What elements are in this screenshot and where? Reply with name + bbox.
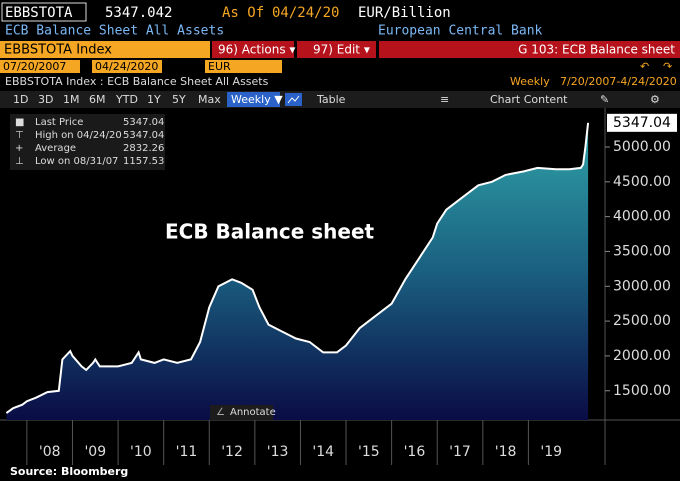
last-price-label: 5347.04 xyxy=(613,115,671,131)
period-button[interactable]: YTD xyxy=(115,93,138,106)
period-button[interactable]: 3D xyxy=(38,93,53,106)
redo-icon[interactable]: ↷ xyxy=(663,60,672,73)
ticker-box xyxy=(1,2,87,22)
y-tick-label: 4500.00 xyxy=(613,174,671,190)
legend-symbol: ⊥ xyxy=(15,156,24,167)
y-tick-label: 3000.00 xyxy=(613,278,671,294)
period-button[interactable]: Max xyxy=(198,93,221,106)
description: ECB Balance Sheet All Assets xyxy=(5,24,224,39)
legend-symbol: + xyxy=(15,143,23,154)
y-tick-label: 3500.00 xyxy=(613,243,671,259)
annotate-icon: ∠ xyxy=(216,407,225,418)
as-of-date: 04/24/20 xyxy=(272,5,339,21)
currency: EUR xyxy=(208,60,231,73)
x-tick-label: '11 xyxy=(176,444,198,460)
x-tick-label: '18 xyxy=(495,444,517,460)
chart-content[interactable]: Chart Content xyxy=(490,93,568,106)
edit-icon[interactable]: ✎ xyxy=(600,93,609,106)
edit-button[interactable] xyxy=(297,41,376,58)
x-tick-label: '19 xyxy=(540,444,562,460)
start: 07/20/2007 xyxy=(3,60,66,73)
period-button[interactable]: 1M xyxy=(63,93,80,106)
frequency-button[interactable] xyxy=(227,92,280,107)
source-name: European Central Bank xyxy=(378,24,543,39)
function: G 103: ECB Balance sheet xyxy=(518,43,675,57)
security-box[interactable] xyxy=(0,41,210,58)
legend-symbol: ■ xyxy=(15,117,24,128)
legend-name: Low on 08/31/07 xyxy=(35,156,118,167)
frequency-select: Weekly ▼ xyxy=(231,93,283,106)
undo-icon[interactable]: ↶ xyxy=(640,60,649,73)
x-tick-label: '16 xyxy=(404,444,426,460)
legend-name: High on 04/24/20 xyxy=(35,130,122,141)
function-bar xyxy=(379,41,680,58)
area-line xyxy=(5,122,590,414)
as-of: As Of xyxy=(222,5,264,21)
period-button[interactable]: 6M xyxy=(89,93,106,106)
x-tick-label: '12 xyxy=(221,444,243,460)
x-tick-label: '13 xyxy=(267,444,289,460)
end-input[interactable] xyxy=(92,60,162,73)
y-tick-label: 2500.00 xyxy=(613,313,671,329)
source: Source: Bloomberg xyxy=(10,465,128,478)
legend-value: 2832.26 xyxy=(123,143,164,154)
legend-box xyxy=(10,114,165,170)
legend-value: 5347.04 xyxy=(123,117,164,128)
end: 04/24/2020 xyxy=(95,60,158,73)
legend-value: 5347.04 xyxy=(123,130,164,141)
x-tick-label: '17 xyxy=(449,444,471,460)
actions: 96) Actions ▾ xyxy=(218,43,295,57)
period-button[interactable]: 1D xyxy=(13,93,28,106)
y-tick-label: 2000.00 xyxy=(613,348,671,364)
price: 5347.042 xyxy=(105,5,172,21)
y-tick-label: 4000.00 xyxy=(613,209,671,225)
info-title: EBBSTOTA Index : ECB Balance Sheet All A… xyxy=(5,75,269,88)
actions-button[interactable] xyxy=(212,41,294,58)
chart-icon-line xyxy=(287,95,300,104)
currency-input[interactable] xyxy=(205,60,282,73)
legend-name: Last Price xyxy=(35,117,83,128)
table-button[interactable]: Table xyxy=(316,93,346,106)
x-tick-label: '08 xyxy=(39,444,61,460)
legend-value: 1157.53 xyxy=(123,156,164,167)
x-tick-label: '10 xyxy=(130,444,152,460)
edit: 97) Edit ▾ xyxy=(313,43,370,57)
period-button[interactable]: 1Y xyxy=(147,93,161,106)
ticker: EBBSTOTA xyxy=(5,5,73,21)
y-tick-label: 1500.00 xyxy=(613,383,671,399)
period-button[interactable]: 5Y xyxy=(172,93,186,106)
annotate-button[interactable] xyxy=(210,405,273,420)
annotation: ECB Balance sheet xyxy=(165,220,375,244)
range: 7/20/2007-4/24/2020 xyxy=(560,75,677,88)
frequency: Weekly xyxy=(510,75,550,88)
start-input[interactable] xyxy=(0,60,80,73)
settings-icon[interactable]: ⚙ xyxy=(650,93,660,106)
menu-icon[interactable]: ≡ xyxy=(440,93,449,106)
annotate-label: Annotate xyxy=(230,407,276,418)
legend-symbol: ⊤ xyxy=(15,130,24,141)
last-price-tag xyxy=(607,113,677,132)
y-tick-label: 5000.00 xyxy=(613,139,671,155)
toolbar xyxy=(0,91,680,108)
units: EUR/Billion xyxy=(358,5,451,21)
x-tick-label: '14 xyxy=(312,444,334,460)
x-tick-label: '15 xyxy=(358,444,380,460)
area-fill xyxy=(6,122,589,421)
x-tick-label: '09 xyxy=(84,444,106,460)
legend-name: Average xyxy=(35,143,76,154)
security: EBBSTOTA Index xyxy=(4,43,112,58)
